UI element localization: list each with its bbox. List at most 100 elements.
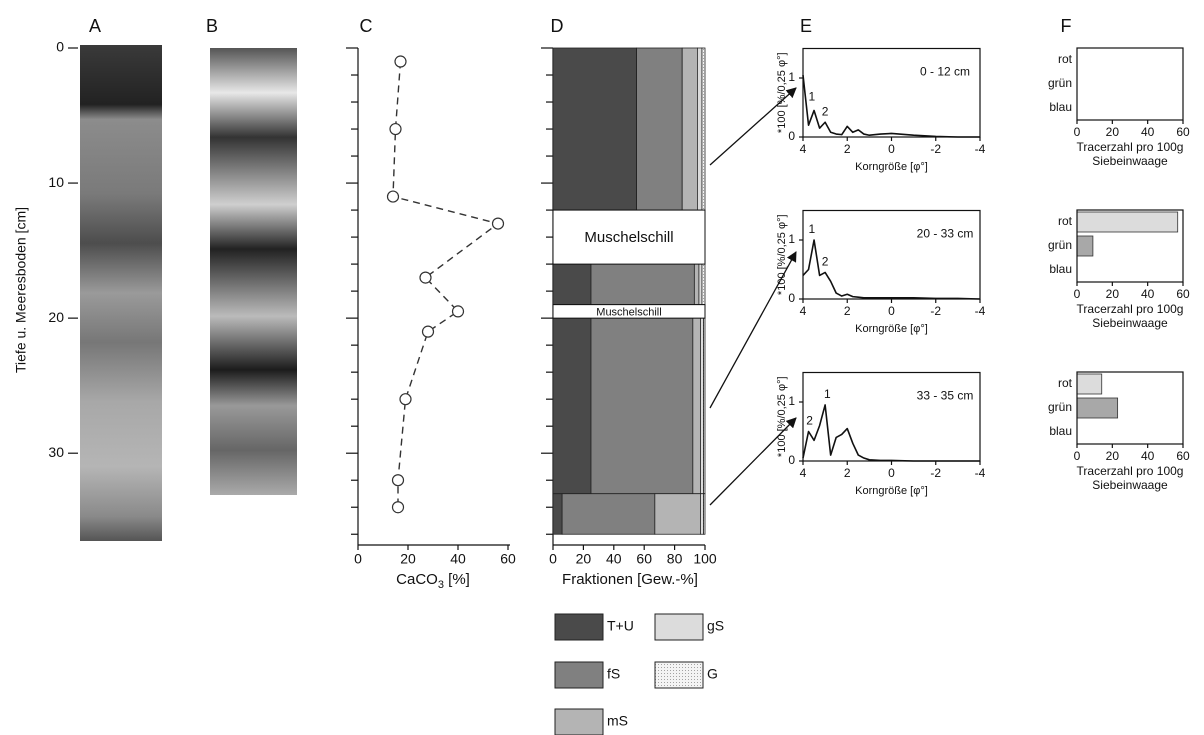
legend-swatch: [554, 661, 604, 689]
x-tick-label: 20: [1106, 125, 1120, 139]
y-tick-label: 0: [788, 453, 795, 467]
panel-label: A: [89, 16, 101, 36]
category-label: blau: [1049, 424, 1072, 438]
gap-label: Muschelschill: [584, 229, 673, 246]
y-tick-label: 0: [56, 39, 64, 55]
x-axis-label: Tracerzahl pro 100g: [1077, 140, 1184, 154]
x-axis-label: Siebeinwaage: [1092, 154, 1168, 168]
x-tick-label: 0: [1074, 449, 1081, 463]
core-photo: [80, 45, 162, 541]
stack-segment: [552, 493, 563, 535]
data-point: [391, 474, 405, 487]
x-tick-label: 0: [549, 551, 557, 567]
legend-label: T+U: [607, 618, 634, 634]
curve: [802, 239, 981, 300]
plot-frame: [1076, 371, 1184, 445]
profile-line: [392, 61, 500, 508]
x-axis-label: Korngröße [φ°]: [855, 161, 928, 173]
x-tick-label: 0: [888, 304, 895, 318]
x-tick-label: 4: [800, 466, 807, 480]
y-tick-label: 1: [788, 232, 795, 246]
legend-swatch: [554, 708, 604, 735]
legend-label: fS: [607, 666, 620, 682]
data-point: [421, 325, 435, 338]
stack-segment: [698, 263, 703, 306]
stack-segment: [703, 317, 706, 495]
x-tick-label: 40: [606, 551, 622, 567]
x-tick-label: 0: [888, 142, 895, 156]
arrow: [709, 417, 797, 506]
stack-segment: [692, 317, 701, 495]
stack-segment: [693, 263, 700, 306]
legend-label: G: [707, 666, 718, 682]
x-axis-label: Siebeinwaage: [1092, 478, 1168, 492]
peak-label: 1: [824, 387, 831, 401]
stack-segment: [552, 47, 637, 211]
category-label: rot: [1058, 376, 1073, 390]
gap-box: [552, 209, 706, 265]
y-tick-label: 1: [788, 70, 795, 84]
data-point: [419, 271, 432, 284]
stack-segment: [552, 317, 592, 495]
x-axis-label: Korngröße [φ°]: [855, 323, 928, 335]
stack-segment: [654, 493, 701, 535]
panel-label: F: [1061, 16, 1072, 36]
gap-box: [552, 304, 706, 319]
stack-segment: [703, 493, 706, 535]
x-tick-label: 4: [800, 304, 807, 318]
stack-segment: [697, 47, 703, 211]
annotation: 33 - 35 cm: [917, 389, 974, 403]
legend-swatch: [554, 613, 604, 641]
panel-label: C: [360, 16, 373, 36]
x-tick-label: -4: [975, 142, 986, 156]
stack-segment: [552, 263, 592, 306]
x-tick-label: 20: [576, 551, 592, 567]
x-axis-label: Siebeinwaage: [1092, 316, 1168, 330]
x-tick-label: -4: [975, 304, 986, 318]
data-point: [386, 190, 400, 203]
bar: [1076, 397, 1119, 419]
peak-label: 1: [809, 90, 816, 104]
peak-label: 2: [822, 104, 829, 118]
x-tick-label: 60: [500, 551, 516, 567]
x-tick-label: 40: [450, 551, 466, 567]
x-tick-label: -2: [930, 304, 941, 318]
plot-frame: [802, 209, 981, 300]
x-tick-label: -2: [930, 466, 941, 480]
x-axis-label: Tracerzahl pro 100g: [1077, 302, 1184, 316]
xray-photo: [210, 48, 297, 495]
x-tick-label: -2: [930, 142, 941, 156]
x-tick-label: 40: [1141, 449, 1155, 463]
x-tick-label: 20: [1106, 449, 1120, 463]
category-label: rot: [1058, 214, 1073, 228]
stack-segment: [590, 317, 694, 495]
y-tick-label: 30: [48, 444, 64, 460]
arrow: [709, 87, 797, 166]
plot-frame: [1076, 209, 1184, 283]
category-label: grün: [1048, 400, 1072, 414]
y-axis-label: *100 [%/0,25 φ°]: [776, 376, 788, 457]
y-tick-label: 20: [48, 309, 64, 325]
x-tick-label: 2: [844, 466, 851, 480]
x-tick-label: 100: [693, 551, 717, 567]
x-tick-label: 60: [636, 551, 652, 567]
x-tick-label: -4: [975, 466, 986, 480]
legend-swatch: [654, 613, 704, 641]
stack-segment: [701, 47, 706, 211]
curve: [802, 74, 980, 138]
x-axis-label: Korngröße [φ°]: [855, 485, 928, 497]
data-point: [491, 217, 505, 230]
bar: [1076, 211, 1179, 233]
depth-axis-label: Tiefe u. Meeresboden [cm]: [13, 207, 29, 373]
legend-swatch: [654, 661, 704, 689]
label-part: CaCO: [396, 571, 438, 588]
x-tick-label: 2: [844, 304, 851, 318]
data-point: [451, 305, 465, 318]
y-tick-label: 0: [788, 291, 795, 305]
panel-label: E: [800, 16, 812, 36]
x-tick-label: 4: [800, 142, 807, 156]
x-tick-label: 20: [400, 551, 416, 567]
gap-label: Muschelschill: [596, 306, 661, 318]
label-part: 3: [438, 579, 444, 591]
